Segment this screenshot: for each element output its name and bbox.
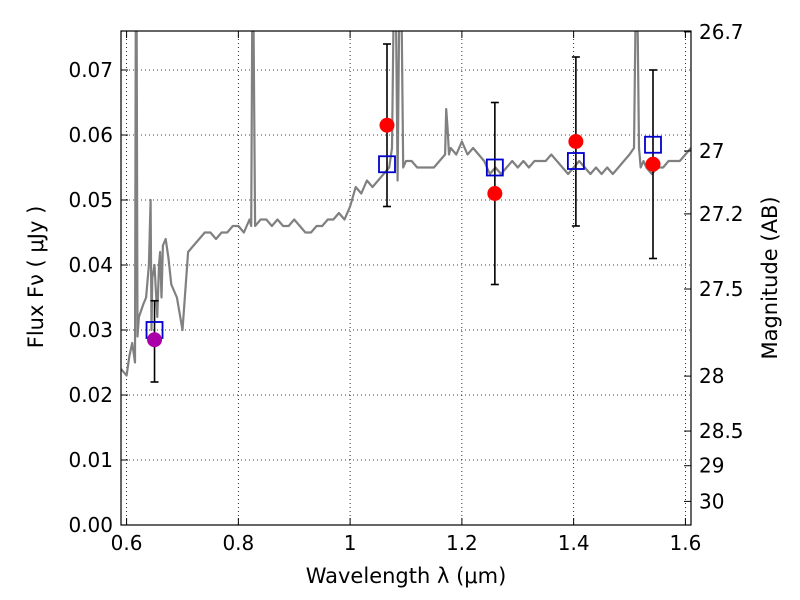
y-tick-label: 0.03 [68, 318, 113, 342]
plot-area [121, 31, 691, 383]
x-axis-label: Wavelength λ (μm) [306, 564, 507, 588]
observed-point [147, 332, 163, 348]
magnitude-tick-label: 28 [699, 364, 724, 388]
y-tick-label: 0.06 [68, 123, 113, 147]
y-tick-label: 0.04 [68, 253, 113, 277]
model-band-point [378, 155, 396, 174]
x-tick-label: 0.8 [222, 531, 254, 555]
x-tick-label: 1 [344, 531, 357, 555]
x-tick-label: 0.6 [111, 531, 143, 555]
magnitude-tick-label: 29 [699, 454, 724, 478]
observed-point [568, 134, 584, 149]
grid [121, 31, 691, 526]
magnitude-tick-label: 27 [699, 139, 724, 163]
plot-frame [120, 30, 692, 526]
x-tick-label: 1.2 [446, 531, 478, 555]
y-tick-label: 0.00 [68, 513, 113, 537]
magnitude-tick-label: 27.2 [699, 202, 744, 226]
observed-point [379, 117, 395, 133]
y-tick-label: 0.02 [68, 383, 113, 407]
y-axis-label-right: Magnitude (AB) [758, 196, 782, 359]
y-tick-label: 0.07 [68, 58, 113, 82]
model-spectrum-line [121, 31, 691, 377]
observed-point [645, 156, 661, 172]
ticks: 0.6 0.8 1 1.2 1.4 1.6 0.00 0.01 0.02 0.03 0.04 0.05… [68, 20, 743, 555]
x-tick-label: 1.6 [670, 531, 702, 555]
magnitude-tick-label: 26.7 [699, 20, 744, 44]
model-band-point [566, 152, 585, 170]
magnitude-tick-label: 28.5 [699, 419, 744, 443]
magnitude-tick-label: 30 [699, 489, 724, 513]
model-band-point [485, 158, 504, 177]
y-tick-label: 0.01 [68, 448, 113, 472]
magnitude-tick-label: 27.5 [699, 277, 744, 301]
y-axis-label: Flux Fν ( μJy ) [24, 206, 48, 349]
model-band-point [644, 135, 662, 154]
x-tick-label: 1.4 [558, 531, 590, 555]
observed-point [487, 186, 503, 201]
y-tick-label: 0.05 [68, 188, 113, 212]
